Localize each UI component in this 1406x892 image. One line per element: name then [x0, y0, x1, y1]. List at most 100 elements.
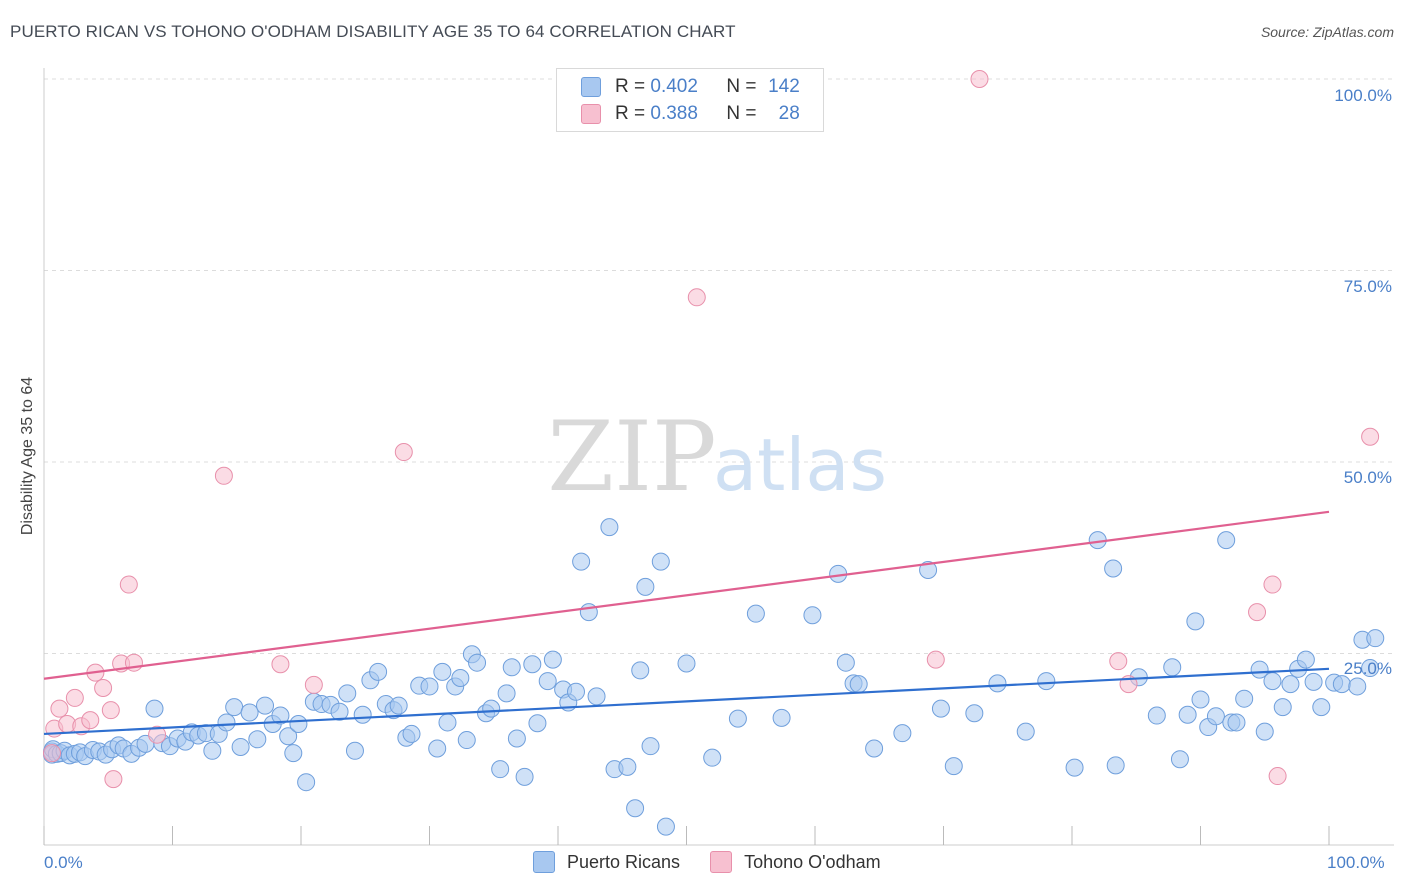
point-puerto-rican — [1016, 722, 1035, 741]
point-puerto-rican — [849, 675, 868, 694]
point-puerto-rican — [1281, 675, 1300, 694]
point-puerto-rican — [587, 687, 606, 706]
legend-row-tohono-oodham: R = 0.388 N = 28 — [581, 102, 800, 126]
point-puerto-rican — [240, 703, 259, 722]
point-puerto-rican — [1104, 559, 1123, 578]
point-puerto-rican — [284, 744, 303, 763]
point-tohono-oodham — [1248, 603, 1267, 622]
point-puerto-rican — [626, 799, 645, 818]
point-tohono-oodham — [394, 443, 413, 462]
point-puerto-rican — [338, 684, 357, 703]
bottom-legend-swatch-pink — [710, 851, 733, 873]
point-puerto-rican — [1147, 706, 1166, 725]
point-puerto-rican — [457, 731, 476, 750]
point-tohono-oodham — [43, 744, 61, 763]
point-puerto-rican — [893, 724, 912, 743]
point-puerto-rican — [515, 767, 534, 786]
point-puerto-rican — [523, 655, 542, 674]
bottom-legend-swatch-blue — [533, 851, 555, 873]
point-puerto-rican — [248, 730, 267, 749]
bottom-legend-label: Tohono O'odham — [744, 851, 881, 872]
point-puerto-rican — [225, 698, 244, 717]
point-puerto-rican — [369, 662, 388, 681]
point-puerto-rican — [1217, 531, 1236, 550]
point-puerto-rican — [203, 741, 222, 760]
x-tick-0: 0.0% — [44, 853, 83, 872]
point-puerto-rican — [1255, 722, 1274, 741]
point-puerto-rican — [420, 677, 439, 696]
point-tohono-oodham — [50, 699, 69, 718]
point-puerto-rican — [1178, 705, 1197, 724]
point-puerto-rican — [772, 708, 791, 727]
point-puerto-rican — [468, 653, 487, 672]
point-tohono-oodham — [1109, 652, 1128, 671]
legend-n-label: N = — [726, 76, 757, 97]
point-puerto-rican — [491, 760, 510, 779]
point-puerto-rican — [271, 706, 290, 725]
point-puerto-rican — [217, 713, 236, 732]
point-tohono-oodham — [1361, 427, 1380, 446]
legend-n-value: 28 — [778, 103, 800, 124]
point-tohono-oodham — [687, 288, 706, 307]
point-tohono-oodham — [1263, 575, 1282, 594]
point-tohono-oodham — [214, 466, 233, 485]
point-puerto-rican — [703, 748, 722, 767]
point-puerto-rican — [402, 724, 421, 743]
point-tohono-oodham — [94, 678, 113, 697]
x-tick-100: 100.0% — [1327, 853, 1385, 872]
point-puerto-rican — [279, 727, 298, 746]
point-puerto-rican — [728, 709, 747, 728]
point-puerto-rican — [256, 696, 275, 715]
point-puerto-rican — [566, 682, 585, 701]
point-puerto-rican — [1312, 698, 1331, 717]
point-puerto-rican — [353, 705, 372, 724]
legend-n-value: 142 — [768, 76, 800, 97]
legend: R = 0.402 N = 142 R = 0.388 N = 28 — [556, 68, 824, 132]
point-puerto-rican — [572, 552, 591, 571]
chart-title: PUERTO RICAN VS TOHONO O'ODHAM DISABILIT… — [10, 22, 736, 41]
point-puerto-rican — [428, 739, 447, 758]
point-puerto-rican — [1263, 672, 1282, 691]
point-puerto-rican — [803, 606, 822, 625]
point-puerto-rican — [919, 561, 938, 580]
point-tohono-oodham — [119, 575, 138, 594]
y-tick-100: 100.0% — [1334, 86, 1392, 105]
y-tick-50: 50.0% — [1343, 468, 1392, 487]
point-puerto-rican — [618, 757, 637, 776]
point-tohono-oodham — [101, 701, 120, 720]
point-tohono-oodham — [970, 70, 989, 88]
point-puerto-rican — [330, 702, 349, 721]
point-puerto-rican — [600, 518, 619, 537]
point-puerto-rican — [1170, 750, 1189, 769]
legend-row-puerto-ricans: R = 0.402 N = 142 — [581, 75, 800, 99]
trendline-tohono-oodham — [43, 510, 1330, 680]
source-label: Source: ZipAtlas.com — [1260, 24, 1394, 40]
point-puerto-rican — [451, 669, 470, 688]
point-puerto-rican — [1348, 677, 1367, 696]
point-puerto-rican — [1106, 756, 1125, 775]
point-puerto-rican — [1296, 650, 1315, 669]
point-puerto-rican — [944, 757, 963, 776]
point-puerto-rican — [345, 741, 364, 760]
legend-r-label: R = — [615, 103, 646, 124]
point-puerto-rican — [1037, 672, 1056, 691]
point-puerto-rican — [145, 699, 164, 718]
point-puerto-rican — [1191, 690, 1210, 709]
y-tick-25: 25.0% — [1343, 659, 1392, 678]
point-tohono-oodham — [1268, 767, 1287, 786]
point-tohono-oodham — [926, 650, 945, 669]
point-puerto-rican — [1235, 689, 1254, 708]
point-puerto-rican — [746, 604, 765, 623]
point-puerto-rican — [1163, 658, 1182, 677]
point-puerto-rican — [538, 672, 557, 691]
point-puerto-rican — [502, 658, 521, 677]
point-puerto-rican — [543, 650, 562, 669]
legend-r-label: R = — [615, 76, 646, 97]
point-puerto-rican — [1227, 713, 1246, 732]
point-puerto-rican — [482, 699, 501, 718]
point-puerto-rican — [528, 714, 547, 733]
point-puerto-rican — [1186, 612, 1205, 631]
point-puerto-rican — [656, 817, 675, 836]
point-puerto-rican — [1273, 698, 1292, 717]
